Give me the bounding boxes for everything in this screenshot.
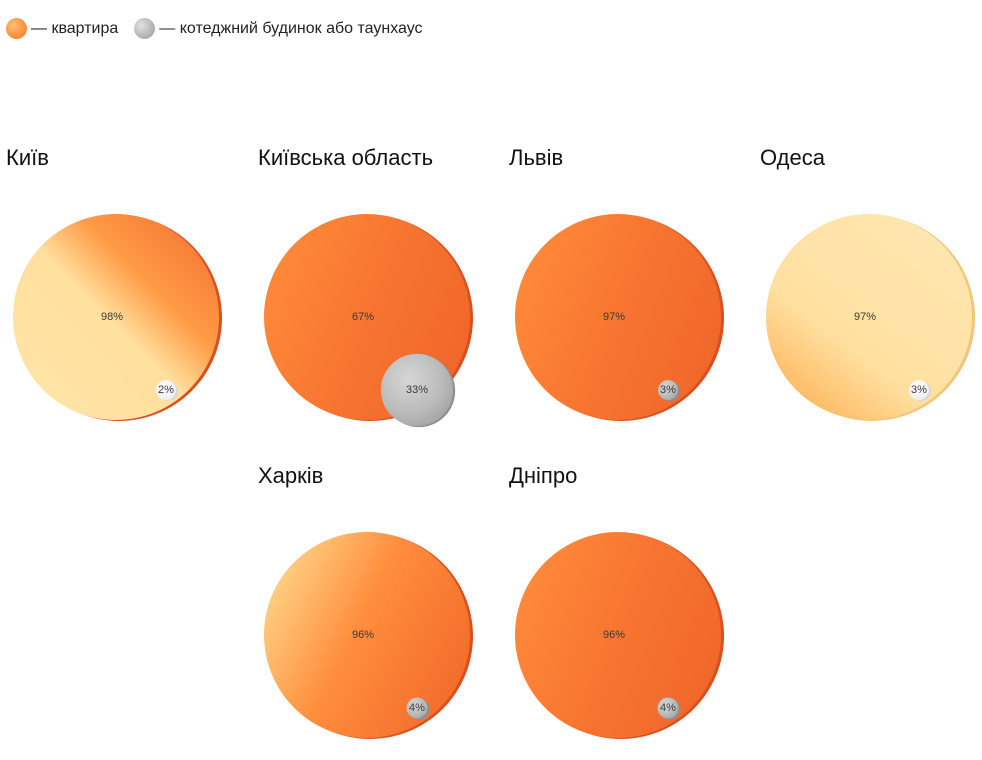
legend-item-apartment: — квартира	[6, 18, 118, 39]
slice-label-apartment-kyiv: 98%	[101, 311, 123, 323]
slice-apartment-odesa	[766, 214, 972, 420]
slice-label-apartment-odesa: 97%	[854, 311, 876, 323]
slice-label-apartment-dnipro: 96%	[603, 629, 625, 641]
slice-house-kharkiv	[406, 697, 428, 719]
apartment-swatch-icon	[6, 18, 27, 39]
slice-house-odesa	[909, 380, 929, 400]
pie-chart-kyiv: 98% 2%	[13, 214, 222, 421]
legend: — квартира — котеджний будинок або таунх…	[6, 18, 439, 39]
slice-house-kyiv-oblast	[380, 353, 454, 427]
legend-label-house: — котеджний будинок або таунхаус	[159, 19, 423, 37]
pie-chart-dnipro: 96% 4%	[515, 532, 724, 739]
chart-title-kyiv-oblast: Київська область	[258, 145, 434, 170]
slice-label-house-kharkiv: 4%	[409, 702, 425, 714]
slice-label-house-lviv: 3%	[660, 384, 676, 396]
slice-label-house-kyiv: 2%	[158, 384, 174, 396]
slice-label-apartment-kyiv-oblast: 67%	[352, 311, 374, 323]
slice-house-lviv	[658, 380, 678, 400]
slice-apartment-lviv	[515, 214, 721, 420]
slice-label-house-dnipro: 4%	[660, 702, 676, 714]
pie-chart-odesa: 97% 3%	[766, 214, 975, 421]
slice-label-apartment-lviv: 97%	[603, 311, 625, 323]
chart-title-lviv: Львів	[509, 145, 564, 170]
chart-title-dnipro: Дніпро	[509, 463, 578, 488]
slice-house-dnipro	[657, 697, 679, 719]
slice-apartment-kyiv	[13, 214, 219, 420]
pie-chart-lviv: 97% 3%	[515, 214, 724, 421]
slice-apartment-kharkiv	[264, 532, 470, 738]
pie-chart-kharkiv: 96% 4%	[264, 532, 473, 739]
chart-title-kyiv: Київ	[6, 145, 49, 170]
pie-chart-kyiv-oblast: 67% 33%	[264, 214, 473, 428]
house-swatch-icon	[134, 18, 156, 39]
slice-house-kyiv	[156, 380, 176, 400]
slice-label-apartment-kharkiv: 96%	[352, 629, 374, 641]
slice-label-house-odesa: 3%	[911, 384, 927, 396]
legend-item-house: — котеджний будинок або таунхаус	[134, 18, 423, 39]
chart-title-odesa: Одеса	[760, 145, 825, 170]
slice-label-house-kyiv-oblast: 33%	[406, 384, 428, 396]
slice-apartment-dnipro	[515, 532, 721, 738]
chart-title-kharkiv: Харків	[258, 463, 324, 488]
legend-label-apartment: — квартира	[31, 19, 119, 37]
